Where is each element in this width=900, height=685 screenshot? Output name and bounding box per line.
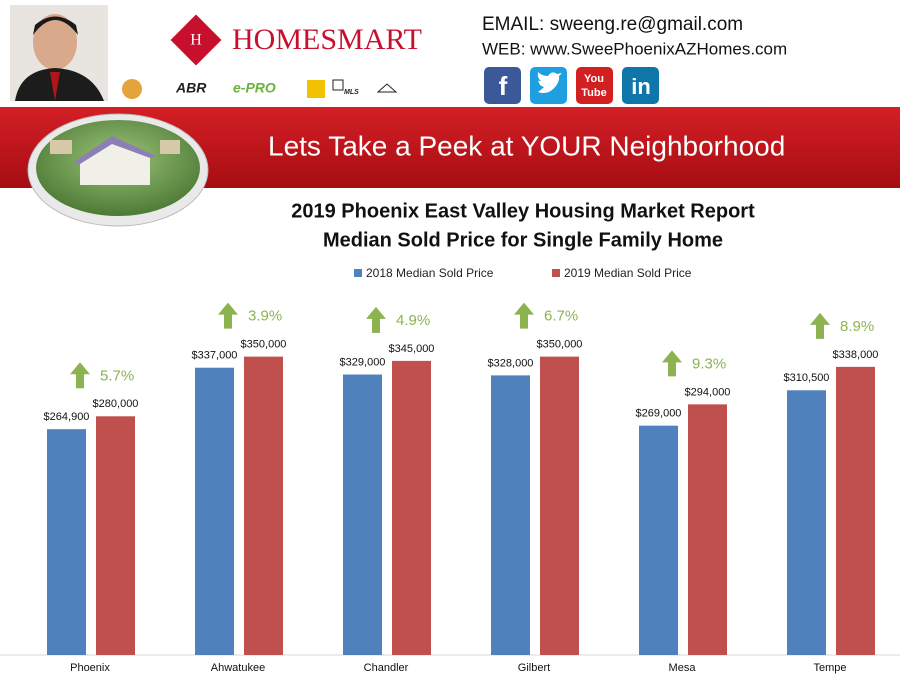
badge: ABR	[175, 80, 207, 96]
change-label: 6.7%	[544, 308, 578, 325]
x-tick-label: Chandler	[364, 662, 409, 674]
data-label: $310,500	[784, 372, 830, 384]
social-label: You	[584, 73, 604, 85]
facebook-icon[interactable]	[484, 67, 521, 104]
data-label: $294,000	[685, 386, 731, 398]
social-label: Tube	[581, 87, 606, 99]
youtube-icon[interactable]	[576, 67, 613, 104]
data-label: $345,000	[389, 343, 435, 355]
up-arrow	[662, 350, 682, 377]
x-tick-label: Mesa	[669, 662, 697, 674]
svg-text:H: H	[190, 32, 202, 49]
bar	[343, 374, 382, 655]
social-label: f	[499, 71, 508, 101]
bar	[639, 425, 678, 655]
bar	[96, 416, 135, 655]
badge: e-PRO	[233, 80, 276, 96]
brand: HOMESMART	[232, 23, 422, 56]
linkedin-icon[interactable]	[622, 67, 659, 104]
change-label: 4.9%	[396, 312, 430, 329]
bar	[195, 367, 234, 655]
legend-swatch	[354, 269, 362, 277]
badge: MLS	[344, 89, 359, 96]
change-label: 9.3%	[692, 355, 726, 372]
data-label: $280,000	[93, 398, 139, 410]
social-icons: f You Tube in	[484, 67, 659, 104]
legend-label: 2018 Median Sold Price	[366, 266, 494, 280]
chart-title: 2019 Phoenix East Valley Housing Market …	[291, 200, 755, 222]
neighborhood-image	[27, 113, 209, 227]
up-arrow	[810, 312, 830, 339]
data-label: $329,000	[340, 356, 386, 368]
x-tick-label: Gilbert	[518, 662, 550, 674]
change-label: 5.7%	[100, 367, 134, 384]
data-label: $264,900	[44, 411, 90, 423]
bar	[836, 366, 875, 655]
legend-swatch	[552, 269, 560, 277]
data-label: $337,000	[192, 350, 238, 362]
bar	[491, 375, 530, 655]
bar	[47, 429, 86, 655]
chart-subtitle: Median Sold Price for Single Family Home	[323, 229, 723, 251]
x-tick-label: Phoenix	[70, 662, 110, 674]
homesmart-logo: H HOMESMART	[170, 14, 422, 66]
x-tick-label: Ahwatukee	[211, 662, 265, 674]
up-arrow	[70, 362, 90, 389]
data-label: $338,000	[833, 349, 879, 361]
web: WEB: www.SweePhoenixAZHomes.com	[482, 39, 787, 58]
data-label: $269,000	[636, 408, 682, 420]
banner-text: Lets Take a Peek at YOUR Neighborhood	[268, 130, 785, 161]
bar	[540, 356, 579, 655]
badges: ABR e-PRO MLS	[122, 79, 398, 99]
up-arrow	[366, 306, 386, 333]
bar	[787, 390, 826, 655]
social-label: in	[631, 74, 651, 99]
email: EMAIL: sweeng.re@gmail.com	[482, 14, 743, 35]
x-tick-label: Tempe	[813, 662, 846, 674]
data-label: $350,000	[241, 339, 287, 351]
up-arrow	[514, 302, 534, 329]
change-label: 8.9%	[840, 318, 874, 335]
data-label: $328,000	[488, 357, 534, 369]
legend-label: 2019 Median Sold Price	[564, 266, 692, 280]
data-label: $350,000	[537, 339, 583, 351]
bar	[392, 360, 431, 655]
change-label: 3.9%	[248, 308, 282, 325]
bar	[688, 404, 727, 655]
profile-photo	[10, 5, 108, 101]
bar	[244, 356, 283, 655]
up-arrow	[218, 302, 238, 329]
